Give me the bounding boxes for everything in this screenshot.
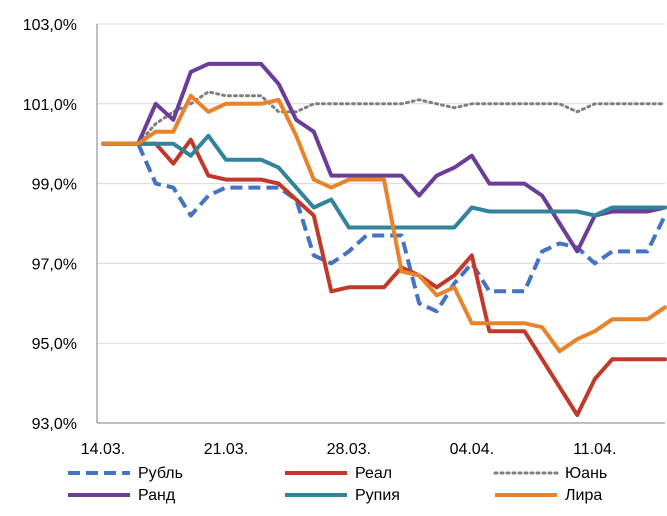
series-line-4 xyxy=(101,133,667,230)
x-tick-label: 28.03. xyxy=(327,441,371,458)
gridlines xyxy=(97,23,665,344)
legend-label: Юань xyxy=(565,465,607,482)
legend: Рубль Реал Юань Ранд Рупия Лира xyxy=(68,465,607,504)
series-line-3 xyxy=(101,61,667,254)
x-tick-label: 11.04. xyxy=(573,441,616,458)
x-tick-label: 14.03. xyxy=(81,441,125,458)
legend-label: Ранд xyxy=(138,487,176,504)
legend-label: Рупия xyxy=(355,487,400,504)
series-line-0 xyxy=(103,141,667,314)
legend-label: Рубль xyxy=(138,465,183,482)
x-tick-label: 21.03. xyxy=(204,441,248,458)
legend-label: Реал xyxy=(355,465,392,482)
y-tick-label: 95,0% xyxy=(32,336,77,353)
y-tick-label: 103,0% xyxy=(23,17,77,34)
legend-label: Лира xyxy=(565,487,602,504)
x-tick-label: 04.04. xyxy=(450,441,494,458)
series-line-5 xyxy=(101,93,667,354)
y-tick-label: 101,0% xyxy=(23,97,77,114)
y-tick-label: 93,0% xyxy=(32,416,77,433)
y-tick-label: 99,0% xyxy=(32,177,77,194)
y-tick-label: 97,0% xyxy=(32,256,77,273)
axes: 93,0% 95,0% 97,0% 99,0% 101,0% 103,0% 14.03. 21… xyxy=(23,17,665,458)
series-lines xyxy=(101,61,667,417)
